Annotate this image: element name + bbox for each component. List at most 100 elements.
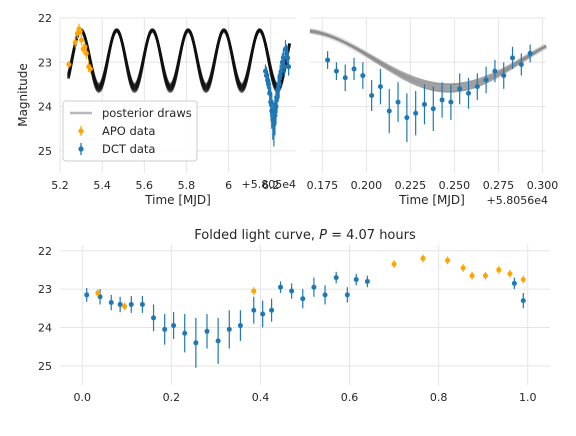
bottom-title-prefix: Folded light curve, (194, 228, 319, 243)
top-right-xtick-label: 0.250 (439, 179, 471, 192)
bottom-dct-data-point (364, 278, 370, 284)
bottom-dct-data-point (333, 275, 339, 281)
top-right-dct-data-point (386, 108, 392, 114)
top-right-dct-data-point (492, 68, 498, 74)
bottom-apo-data-point (251, 288, 257, 294)
legend-dct-label: DCT data (102, 142, 155, 156)
legend-apo-label: APO data (102, 124, 155, 138)
top-left-apo-data-point (87, 66, 93, 72)
top-left-dct-data-point (284, 50, 290, 56)
top-right-dct-data-point (395, 99, 401, 105)
bottom-apo-data-point (482, 273, 488, 279)
top-right-dct-data-point (510, 55, 516, 61)
top-left-xtick-label: 5.8 (178, 179, 196, 192)
legend-apo-swatch (78, 126, 84, 136)
bottom-ytick-label: 24 (38, 321, 52, 334)
bottom-apo-data-point (445, 257, 451, 263)
bottom-apo-data-point (122, 303, 128, 309)
top-left-xtick-label: 5.6 (136, 179, 154, 192)
bottom-dct-data-point (511, 280, 517, 286)
bottom-dct-data-point (84, 292, 90, 298)
bottom-apo-data-point (420, 255, 426, 261)
model-layer (67, 28, 548, 93)
top-right-dct-data-point (413, 110, 419, 116)
top-left-dct-data-point (278, 68, 284, 74)
bottom-ytick-label: 22 (38, 245, 52, 258)
top-right-dct-data-point (351, 66, 357, 72)
bottom-dct-data-point (97, 294, 103, 300)
top-right-dct-data-point (377, 84, 383, 90)
top-right-dct-data-point (527, 50, 533, 56)
bottom-title: Folded light curve, P = 4.07 hours (194, 228, 416, 243)
top-right-dct-data-point (360, 73, 366, 79)
legend-dct-swatch (78, 143, 84, 155)
bottom-apo-data-point (95, 290, 101, 296)
bottom-dct-data-point (139, 301, 145, 307)
bottom-title-var: P (319, 228, 327, 243)
top-right-dct-data-point (483, 77, 489, 83)
bottom-dct-data-point (193, 340, 199, 346)
top-left-xtick-label: 6 (225, 179, 232, 192)
top-left-ytick-label: 23 (38, 56, 52, 69)
top-left-ytick-label: 24 (38, 101, 52, 114)
top-right-dct-data-point (342, 75, 348, 81)
top-left-xtick-label: 6.2 (262, 179, 280, 192)
bottom-dct-data-point (151, 315, 157, 321)
top-left-apo-data-point (82, 44, 88, 50)
top-right-dct-data-point (439, 97, 445, 103)
bottom-dct-data-point (108, 300, 114, 306)
bottom-dct-data-point (204, 328, 210, 334)
top-right-dct-data-point (518, 62, 524, 67)
bottom-xtick-label: 0.2 (163, 391, 181, 404)
bottom-dct-data-point (162, 326, 168, 332)
top-left-xtick-label: 5.4 (93, 179, 111, 192)
bottom-dct-data-point (171, 323, 177, 329)
bottom-dct-data-point (237, 323, 243, 329)
top-left-dct-data-point (281, 64, 287, 70)
top-left-dct-data-point (272, 112, 278, 118)
bottom-apo-data-point (469, 273, 475, 279)
bottom-apo-data-point (460, 265, 466, 271)
top-right-dct-data-point (369, 93, 375, 98)
top-left-apo-data-point (78, 37, 84, 43)
top-left-dct-data-point (266, 81, 272, 87)
bottom-dct-data-point (182, 330, 188, 336)
top-left-posterior-draw (67, 28, 291, 93)
top-right-dct-data-point (404, 115, 410, 121)
bottom-dct-data-point (251, 307, 257, 313)
top-left-dct-data-point (273, 104, 279, 110)
top-right-xtick-label: 0.275 (483, 179, 515, 192)
top-left-ytick-label: 25 (38, 145, 52, 158)
top-left-dct-data-point (285, 55, 291, 61)
bottom-ytick-label: 23 (38, 283, 52, 296)
bottom-dct-data-point (344, 292, 350, 298)
top-right-dct-data-point (457, 86, 463, 92)
top-left-apo-data-point (83, 50, 89, 56)
bottom-xtick-label: 0.0 (74, 391, 92, 404)
top-left-apo-data-point (72, 39, 78, 45)
points-layer (66, 23, 533, 368)
top-left-ytick-label: 22 (38, 12, 52, 25)
top-left-dct-data-point (276, 81, 282, 87)
bottom-dct-data-point (260, 311, 266, 317)
top-left-dct-data-point (275, 86, 281, 92)
bottom-dct-data-point (520, 298, 526, 304)
top-left-xlabel: Time [MJD] (144, 193, 211, 207)
bottom-dct-data-point (300, 296, 306, 302)
top-left-ylabel: Magnitude (16, 63, 30, 127)
bottom-xtick-label: 0.4 (252, 391, 270, 404)
bottom-apo-data-point (496, 267, 502, 273)
bottom-xtick-label: 0.8 (430, 391, 448, 404)
top-right-offset-label: +5.8056e4 (487, 194, 548, 207)
top-right-posterior-band (309, 28, 548, 91)
bottom-dct-data-point (278, 284, 283, 290)
legend: posterior draws APO data DCT data (62, 100, 198, 162)
top-right-xtick-label: 0.175 (307, 179, 339, 192)
bottom-xtick-label: 0.6 (341, 391, 359, 404)
bottom-dct-data-point (311, 284, 317, 290)
top-right-xtick-label: 0.225 (395, 179, 427, 192)
bottom-dct-data-point (322, 292, 328, 298)
top-right-xtick-label: 0.200 (351, 179, 383, 192)
